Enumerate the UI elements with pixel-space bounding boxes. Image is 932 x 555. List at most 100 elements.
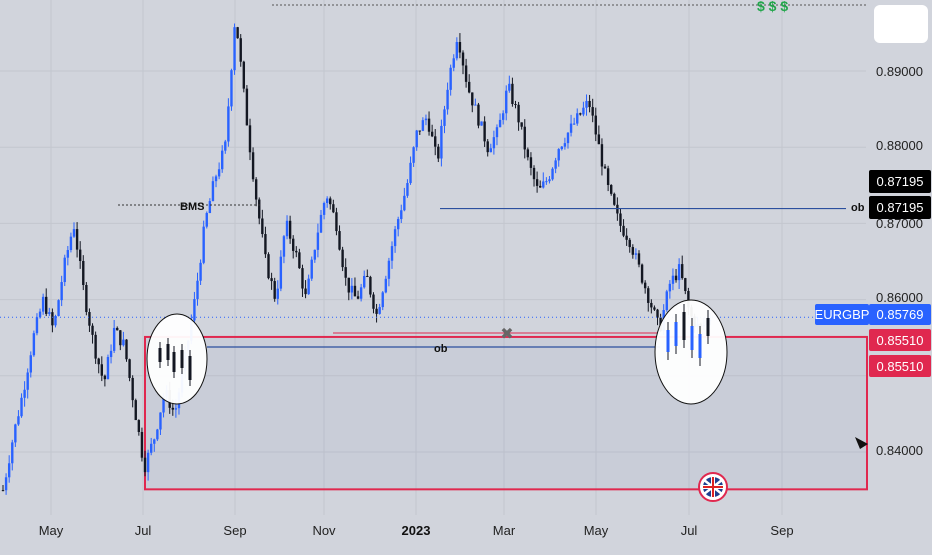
candle-body — [78, 249, 82, 261]
zone-rect — [144, 335, 868, 491]
candle-body — [622, 225, 625, 236]
circle-candle-body — [674, 322, 678, 346]
candle-body — [542, 181, 545, 188]
candle-body — [292, 238, 295, 251]
candle-body — [579, 113, 582, 115]
candle-body — [288, 220, 292, 239]
candle-body — [251, 152, 255, 180]
candle-body — [501, 113, 505, 120]
bms-label: BMS — [180, 201, 204, 213]
candle-body — [467, 81, 471, 93]
candle-body — [17, 416, 20, 425]
candle-body — [458, 42, 462, 53]
candle-body — [356, 296, 360, 299]
candle-body — [196, 280, 199, 300]
candle-body — [267, 254, 270, 279]
candle-body — [656, 309, 659, 318]
candle-body — [461, 52, 465, 66]
candle-body — [634, 253, 638, 255]
candle-body — [254, 179, 258, 200]
support-zone[interactable] — [144, 335, 868, 491]
x-tick-label: Sep — [770, 523, 793, 538]
candle-body — [505, 90, 508, 114]
circle-candle-body — [166, 344, 170, 360]
candle-body — [156, 429, 159, 440]
candle-body — [131, 377, 134, 401]
y-tick-label: 0.86000 — [876, 290, 923, 305]
candle-body — [551, 168, 554, 180]
invalidation-icon: ✖ — [500, 326, 513, 343]
candle-body — [684, 278, 687, 291]
candle-body — [508, 83, 511, 91]
candle-body — [137, 420, 141, 432]
candle-body — [298, 252, 301, 269]
candle-body — [415, 130, 418, 148]
candle-body — [310, 259, 313, 279]
candle-body — [301, 268, 304, 289]
candle-body — [520, 122, 523, 127]
candle-body — [594, 115, 597, 135]
candle-body — [227, 106, 230, 142]
price-axis-panel[interactable] — [866, 0, 932, 515]
candle-body — [412, 147, 415, 163]
candle-body — [313, 249, 317, 260]
candle-body — [239, 38, 242, 62]
candle-body — [477, 104, 480, 126]
candle-body — [319, 214, 323, 233]
candle-body — [322, 203, 326, 215]
candle-body — [369, 276, 372, 295]
y-tick-label: 0.88000 — [876, 138, 923, 153]
drawing-overlays[interactable] — [0, 4, 866, 405]
candles[interactable] — [1, 23, 712, 495]
candle-body — [628, 239, 631, 248]
candle-body — [511, 83, 514, 105]
candle-body — [270, 278, 273, 282]
candle-body — [233, 27, 236, 71]
candle-body — [677, 264, 681, 281]
candle-body — [264, 234, 267, 255]
price-badge-ob-upper: 0.87195 — [869, 170, 931, 193]
candle-body — [85, 284, 88, 313]
top-right-widget[interactable] — [874, 5, 928, 43]
candle-body — [653, 307, 656, 310]
candle-body — [285, 220, 289, 237]
candle-body — [523, 126, 526, 150]
cursor-arrow-icon — [855, 437, 868, 449]
candle-body — [41, 296, 45, 312]
candle-body — [66, 250, 70, 258]
candle-body — [597, 134, 601, 145]
candle-body — [159, 412, 162, 430]
candle-body — [146, 452, 150, 473]
time-axis-ticks: May Jul Sep Nov 2023 Mar May Jul Sep — [39, 523, 794, 538]
uk-flag-icon[interactable] — [698, 472, 728, 502]
candle-body — [332, 204, 335, 213]
candle-body — [208, 201, 212, 213]
candle-body — [258, 199, 261, 219]
svg-text:EURGBP: EURGBP — [815, 307, 870, 322]
candle-body — [353, 285, 357, 297]
candle-body — [375, 308, 378, 314]
circle-candle-body — [706, 318, 710, 336]
candle-body — [128, 359, 131, 378]
candle-body — [202, 226, 205, 263]
highlight-circle-right — [654, 299, 728, 405]
candle-body — [143, 457, 147, 473]
candle-body — [57, 300, 60, 317]
candle-body — [325, 198, 329, 204]
circle-candle-body — [172, 352, 176, 372]
symbol-badge[interactable]: EURGBP — [815, 304, 870, 325]
candle-body — [199, 262, 202, 281]
candle-body — [378, 307, 381, 314]
candle-body — [4, 477, 8, 491]
candle-body — [396, 219, 400, 230]
candle-body — [205, 212, 208, 227]
candle-body — [372, 294, 375, 309]
time-axis-panel[interactable] — [0, 515, 866, 550]
candle-body — [307, 278, 310, 295]
candle-body — [100, 364, 103, 376]
candle-body — [483, 121, 486, 142]
candle-body — [585, 100, 588, 108]
candle-body — [619, 213, 622, 226]
